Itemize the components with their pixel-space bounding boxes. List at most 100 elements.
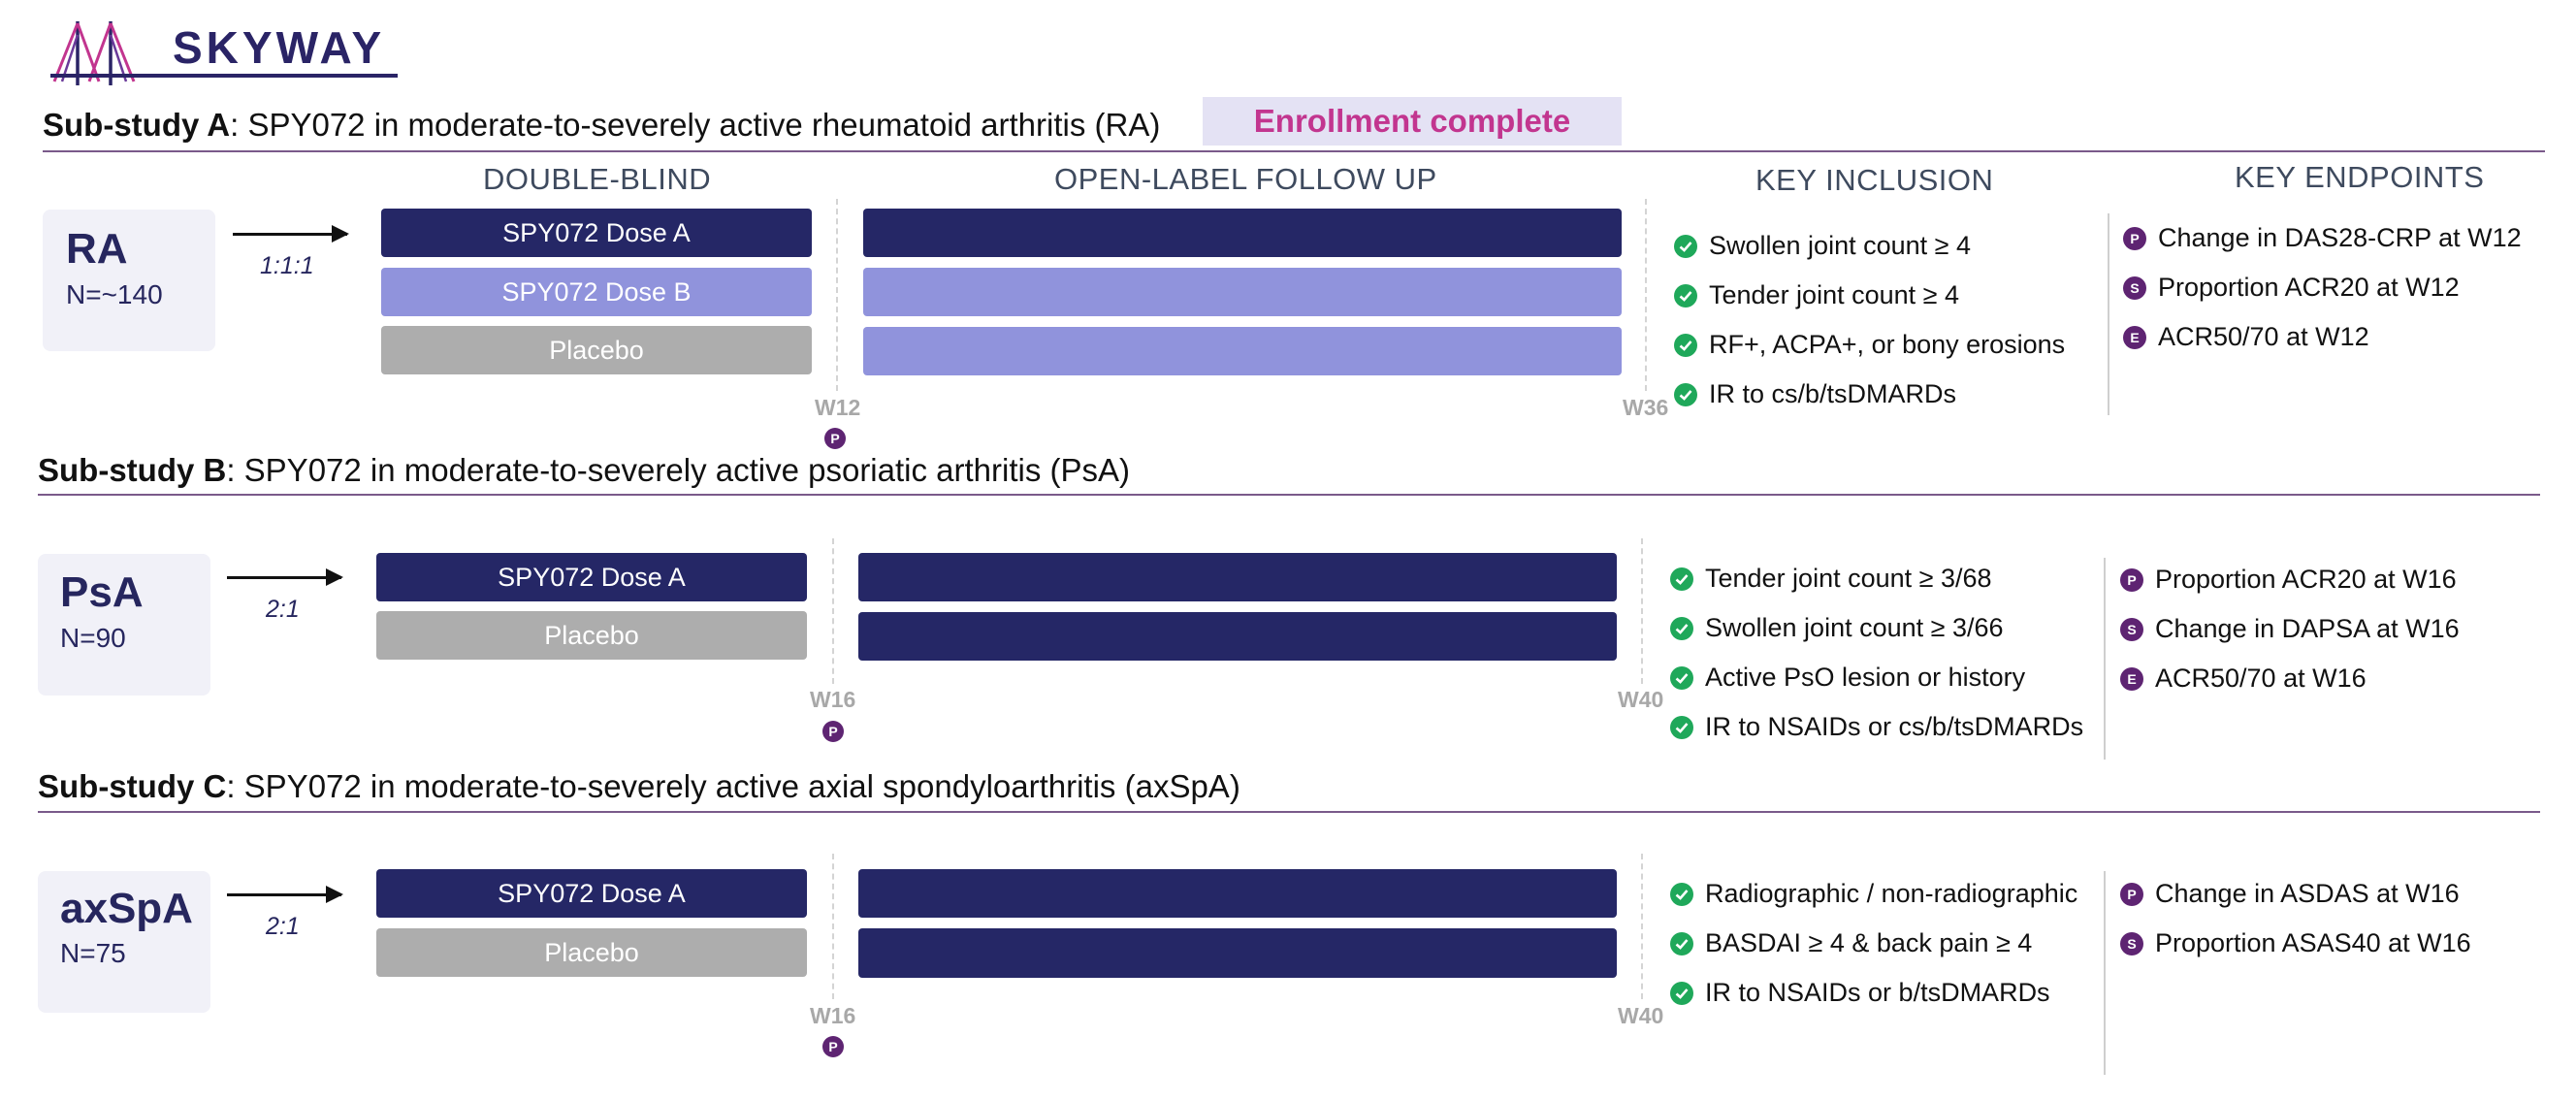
study-a-arm-dose-b-label: SPY072 Dose B [501, 276, 692, 307]
study-c-inclusion-text: BASDAI ≥ 4 & back pain ≥ 4 [1705, 928, 2033, 957]
check-circle-icon [1674, 283, 1697, 308]
study-c-inclusion-text: Radiographic / non-radiographic [1705, 879, 2078, 908]
study-b-w40-line [1641, 538, 1643, 684]
study-a-inclusion-item: RF+, ACPA+, or bony erosions [1674, 320, 2065, 370]
study-b-ratio: 2:1 [266, 596, 300, 623]
col-open-label: OPEN-LABEL FOLLOW UP [1054, 162, 1437, 196]
study-b-inclusion-text: Tender joint count ≥ 3/68 [1705, 564, 1992, 593]
col-key-endpoints: KEY ENDPOINTS [2235, 160, 2485, 194]
study-c-title-text: : SPY072 in moderate-to-severely active … [226, 768, 1240, 804]
study-c-endpoint-text: Change in ASDAS at W16 [2155, 879, 2460, 908]
study-a-inclusion-text: Swollen joint count ≥ 4 [1709, 231, 1971, 260]
study-a-title: Sub-study A: SPY072 in moderate-to-sever… [43, 107, 1160, 144]
study-b-endpoint-list: P Proportion ACR20 at W16 S Change in DAPS… [2120, 555, 2460, 703]
enrollment-banner-text: Enrollment complete [1253, 103, 1571, 139]
study-a-endpoint-text: Proportion ACR20 at W12 [2158, 273, 2460, 302]
study-a-arm-dose-b: SPY072 Dose B [381, 268, 812, 316]
study-c-arm-placebo: Placebo [376, 928, 807, 977]
study-b-endpoint-text: ACR50/70 at W16 [2155, 664, 2367, 693]
logo-underline [50, 74, 398, 78]
study-b-ol-bar-2 [858, 612, 1617, 661]
study-a-week-end: W36 [1623, 395, 1669, 420]
study-b-inclusion-item: IR to NSAIDs or cs/b/tsDMARDs [1670, 702, 2083, 752]
study-a-arm-placebo-label: Placebo [549, 335, 644, 365]
study-c-week-primary: W16 [810, 1003, 856, 1028]
study-b-endpoint-item: P Proportion ACR20 at W16 [2120, 555, 2460, 604]
study-c-endpoint-text: Proportion ASAS40 at W16 [2155, 928, 2471, 957]
study-c-inclusion-list: Radiographic / non-radiographic BASDAI ≥… [1670, 869, 2077, 1018]
study-a-ol-bar-2 [863, 268, 1622, 316]
study-b-arm-placebo-label: Placebo [544, 620, 639, 650]
check-circle-icon [1670, 715, 1693, 739]
check-circle-icon [1670, 931, 1693, 955]
study-a-inclusion-item: IR to cs/b/tsDMARDs [1674, 370, 2065, 419]
study-b-inclusion-item: Active PsO lesion or history [1670, 653, 2083, 702]
study-b-primary-badge-icon: P [822, 721, 844, 742]
study-a-primary-badge-icon: P [824, 428, 846, 449]
study-b-endpoint-item: S Change in DAPSA at W16 [2120, 604, 2460, 654]
study-b-inclusion-text: Swollen joint count ≥ 3/66 [1705, 613, 2004, 642]
study-c-inclusion-item: IR to NSAIDs or b/tsDMARDs [1670, 968, 2077, 1018]
study-a-label: Sub-study A [43, 107, 231, 143]
primary-endpoint-badge-icon: P [2120, 882, 2143, 906]
study-a-ol-bar-3 [863, 327, 1622, 375]
study-a-endpoint-text: ACR50/70 at W12 [2158, 322, 2369, 351]
study-b-arm-dose-a-label: SPY072 Dose A [498, 562, 686, 592]
col-key-inclusion: KEY INCLUSION [1755, 163, 1994, 197]
study-a-n: N=~140 [66, 279, 163, 309]
check-circle-icon [1674, 382, 1697, 406]
study-b-arrow-icon [227, 568, 343, 586]
study-a-rule [43, 150, 2545, 152]
study-b-title-text: : SPY072 in moderate-to-severely active … [226, 452, 1131, 488]
study-c-endpoint-list: P Change in ASDAS at W16 S Proportion ASAS… [2120, 869, 2471, 968]
study-b-rule [38, 494, 2540, 496]
secondary-endpoint-badge-icon: S [2123, 275, 2146, 300]
study-a-arm-placebo: Placebo [381, 326, 812, 374]
study-c-w40-line [1641, 854, 1643, 999]
study-c-arm-placebo-label: Placebo [544, 937, 639, 967]
study-c-ol-bar-1 [858, 869, 1617, 918]
study-c-n: N=75 [60, 938, 126, 968]
study-b-inclusion-item: Swollen joint count ≥ 3/66 [1670, 603, 2083, 653]
study-b-endpoint-item: E ACR50/70 at W16 [2120, 654, 2460, 703]
study-b-inclusion-list: Tender joint count ≥ 3/68 Swollen joint … [1670, 554, 2083, 752]
check-circle-icon [1674, 234, 1697, 258]
study-a-w12-line [836, 199, 838, 391]
study-c-inclusion-text: IR to NSAIDs or b/tsDMARDs [1705, 978, 2050, 1007]
study-b-week-primary: W16 [810, 687, 856, 712]
study-c-indication: axSpA [60, 885, 193, 932]
study-a-endpoint-item: E ACR50/70 at W12 [2123, 312, 2522, 362]
study-c-rule [38, 811, 2540, 813]
study-c-endpoints-divider [2104, 871, 2106, 1075]
check-circle-icon [1670, 981, 1693, 1005]
study-c-arrow-icon [227, 886, 343, 903]
study-a-inclusion-text: Tender joint count ≥ 4 [1709, 280, 1959, 309]
study-a-endpoints-divider [2108, 213, 2109, 415]
study-b-ol-bar-1 [858, 553, 1617, 601]
study-b-endpoint-text: Proportion ACR20 at W16 [2155, 565, 2457, 594]
exploratory-endpoint-badge-icon: E [2120, 666, 2143, 691]
study-b-n: N=90 [60, 623, 126, 653]
study-b-inclusion-text: Active PsO lesion or history [1705, 663, 2026, 692]
study-b-w16-line [832, 538, 834, 684]
primary-endpoint-badge-icon: P [2120, 567, 2143, 592]
study-b-title: Sub-study B: SPY072 in moderate-to-sever… [38, 452, 1130, 489]
study-b-indication: PsA [60, 568, 144, 616]
study-c-inclusion-item: Radiographic / non-radiographic [1670, 869, 2077, 919]
study-a-title-text: : SPY072 in moderate-to-severely active … [230, 107, 1161, 143]
study-a-inclusion-item: Tender joint count ≥ 4 [1674, 271, 2065, 320]
primary-endpoint-badge-icon: P [2123, 226, 2146, 250]
study-a-endpoint-list: P Change in DAS28-CRP at W12 S Proportion … [2123, 213, 2522, 362]
check-circle-icon [1674, 333, 1697, 357]
secondary-endpoint-badge-icon: S [2120, 617, 2143, 641]
check-circle-icon [1670, 882, 1693, 906]
study-b-endpoint-text: Change in DAPSA at W16 [2155, 614, 2460, 643]
study-a-w36-line [1645, 199, 1647, 391]
exploratory-endpoint-badge-icon: E [2123, 325, 2146, 349]
study-a-indication: RA [66, 225, 128, 273]
check-circle-icon [1670, 665, 1693, 690]
check-circle-icon [1670, 616, 1693, 640]
study-c-arm-dose-a-label: SPY072 Dose A [498, 878, 686, 908]
study-b-inclusion-item: Tender joint count ≥ 3/68 [1670, 554, 2083, 603]
study-c-label: Sub-study C [38, 768, 227, 804]
